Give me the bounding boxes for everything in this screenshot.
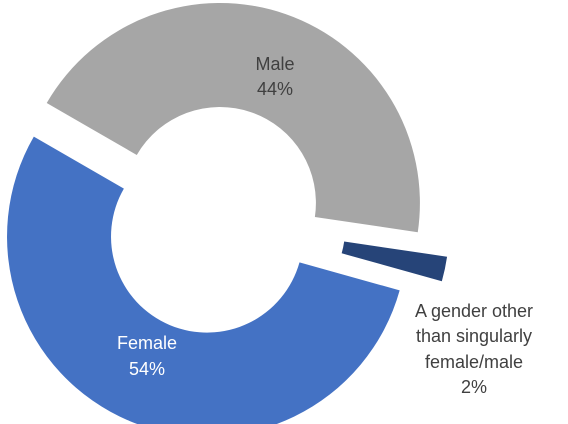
donut-slices bbox=[7, 3, 448, 424]
slice-male bbox=[46, 3, 420, 233]
label-female: Female 54% bbox=[117, 333, 177, 379]
label-male-category: Male bbox=[255, 54, 294, 74]
label-other-line-2: than singularly bbox=[416, 326, 532, 346]
label-female-value: 54% bbox=[129, 359, 165, 379]
label-male: Male 44% bbox=[255, 54, 294, 99]
label-other-value: 2% bbox=[461, 377, 487, 397]
label-other-line-1: A gender other bbox=[415, 301, 533, 321]
slice-other bbox=[341, 241, 448, 282]
label-male-value: 44% bbox=[257, 79, 293, 99]
slice-female bbox=[7, 136, 400, 424]
label-other: A gender other than singularly female/ma… bbox=[415, 301, 533, 397]
label-female-category: Female bbox=[117, 333, 177, 353]
label-other-line-3: female/male bbox=[425, 352, 523, 372]
